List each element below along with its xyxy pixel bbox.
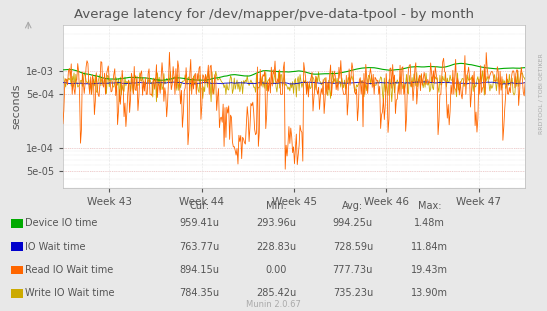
Text: Avg:: Avg: <box>342 201 363 211</box>
Text: 728.59u: 728.59u <box>333 242 373 252</box>
Text: Max:: Max: <box>418 201 441 211</box>
Text: 994.25u: 994.25u <box>333 218 373 228</box>
Text: RRDTOOL / TOBI OETIKER: RRDTOOL / TOBI OETIKER <box>538 53 543 134</box>
Text: 293.96u: 293.96u <box>256 218 296 228</box>
Text: 1.48m: 1.48m <box>414 218 445 228</box>
Text: Cur:: Cur: <box>190 201 210 211</box>
Text: 0.00: 0.00 <box>265 265 287 275</box>
Text: 13.90m: 13.90m <box>411 288 448 298</box>
Text: Min:: Min: <box>266 201 287 211</box>
Text: Read IO Wait time: Read IO Wait time <box>25 265 113 275</box>
Text: IO Wait time: IO Wait time <box>25 242 86 252</box>
Text: 285.42u: 285.42u <box>256 288 296 298</box>
Text: 228.83u: 228.83u <box>256 242 296 252</box>
Text: 777.73u: 777.73u <box>333 265 373 275</box>
Text: 784.35u: 784.35u <box>179 288 220 298</box>
Text: Write IO Wait time: Write IO Wait time <box>25 288 115 298</box>
Text: 735.23u: 735.23u <box>333 288 373 298</box>
Text: 959.41u: 959.41u <box>179 218 220 228</box>
Text: 894.15u: 894.15u <box>179 265 220 275</box>
Text: Munin 2.0.67: Munin 2.0.67 <box>246 299 301 309</box>
Text: 19.43m: 19.43m <box>411 265 448 275</box>
Text: Device IO time: Device IO time <box>25 218 97 228</box>
Text: Average latency for /dev/mapper/pve-data-tpool - by month: Average latency for /dev/mapper/pve-data… <box>73 8 474 21</box>
Text: 763.77u: 763.77u <box>179 242 220 252</box>
Y-axis label: seconds: seconds <box>11 84 21 129</box>
Text: 11.84m: 11.84m <box>411 242 448 252</box>
